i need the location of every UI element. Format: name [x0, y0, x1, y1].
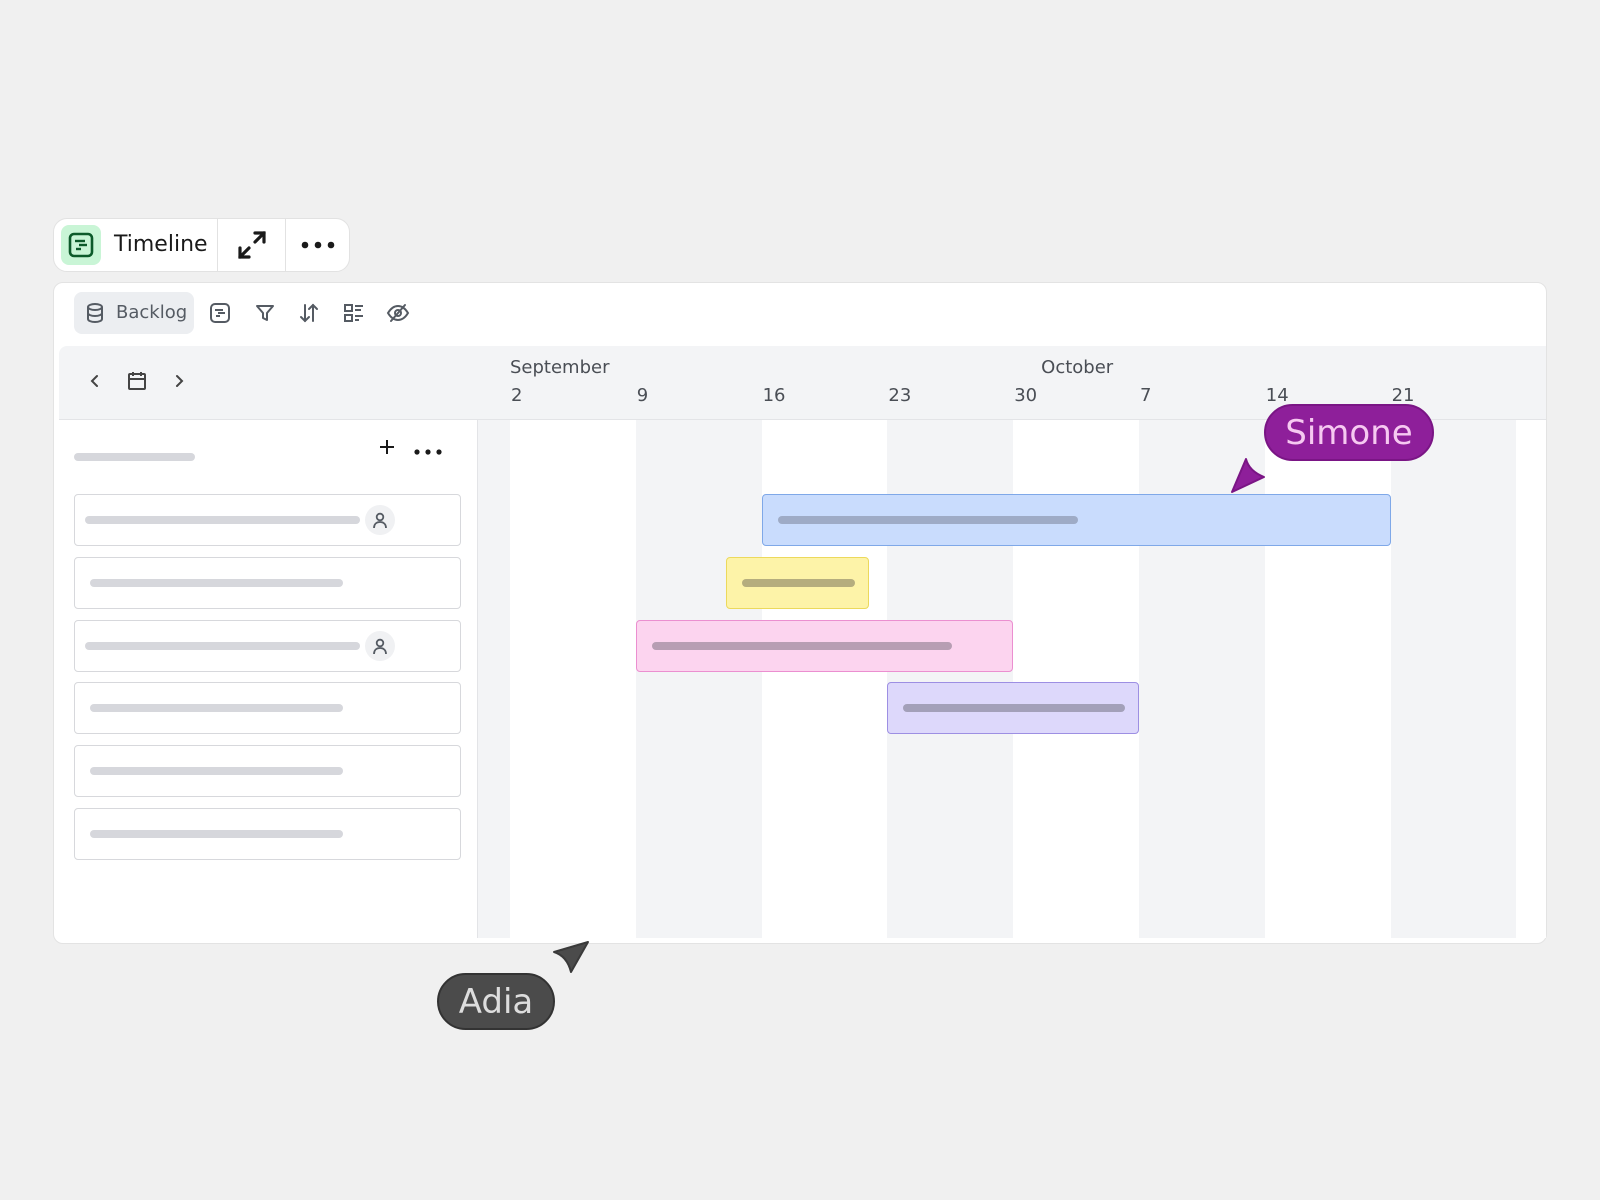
task-title-placeholder [90, 830, 343, 838]
day-label: 7 [1140, 385, 1152, 406]
plus-icon [380, 440, 394, 454]
sort-button[interactable] [295, 299, 323, 327]
view-title[interactable]: Timeline [114, 232, 208, 257]
week-column [1390, 420, 1517, 938]
day-label: 14 [1265, 385, 1289, 406]
week-column [478, 420, 510, 938]
task-title-placeholder [90, 767, 343, 776]
day-label: 23 [888, 385, 912, 406]
day-label: 21 [1391, 385, 1415, 406]
calendar-icon [128, 372, 146, 390]
week-column [635, 420, 763, 938]
database-icon [87, 303, 103, 324]
task-row[interactable] [74, 556, 461, 609]
assignee-avatar[interactable] [365, 505, 395, 535]
group-button[interactable] [340, 299, 368, 327]
more-button[interactable] [290, 225, 346, 265]
day-label: 9 [636, 385, 649, 406]
week-column [1516, 420, 1546, 938]
task-bar[interactable] [635, 619, 1014, 672]
list-more-button[interactable] [413, 442, 443, 455]
hide-fields-button[interactable] [384, 299, 412, 327]
hide-icon [386, 304, 410, 322]
month-label: October [1041, 357, 1114, 378]
month-label: September [510, 357, 610, 378]
user-icon [373, 512, 387, 529]
day-label: 30 [1014, 385, 1038, 406]
task-bar-label-placeholder [903, 704, 1125, 713]
more-horizontal-icon [414, 449, 442, 455]
week-column [510, 420, 637, 938]
expand-icon [238, 231, 266, 259]
collaborator-cursor-label: Simone [1264, 404, 1434, 461]
task-title-placeholder [90, 578, 343, 587]
filter-button[interactable] [251, 299, 279, 327]
task-row[interactable] [74, 745, 461, 798]
backlog-button[interactable]: Backlog [74, 292, 194, 334]
divider [285, 219, 286, 271]
task-bar-label-placeholder [741, 578, 856, 587]
cursor-pointer-icon [553, 941, 589, 973]
collaborator-cursor-label: Adia [437, 973, 555, 1030]
list-title-placeholder [74, 453, 195, 461]
task-title-placeholder [85, 516, 360, 524]
more-horizontal-icon [301, 241, 335, 249]
day-label: 2 [511, 385, 523, 406]
sort-icon [300, 303, 318, 323]
filter-icon [256, 305, 274, 321]
task-bar-label-placeholder [777, 516, 1078, 524]
previous-button[interactable] [84, 370, 106, 392]
divider [217, 219, 218, 271]
cursor-pointer-icon [1231, 458, 1265, 493]
timeline-settings-button[interactable] [206, 299, 234, 327]
user-icon [373, 638, 387, 654]
task-title-placeholder [90, 704, 343, 713]
group-icon [344, 304, 363, 322]
task-bar[interactable] [761, 494, 1391, 546]
task-row[interactable] [74, 808, 461, 860]
next-button[interactable] [168, 370, 190, 392]
task-row[interactable] [74, 682, 461, 735]
chevron-left-icon [90, 375, 98, 387]
chevron-right-icon [176, 375, 184, 387]
task-bar[interactable] [887, 682, 1139, 735]
backlog-label: Backlog [116, 302, 188, 323]
task-row[interactable] [74, 619, 461, 672]
timeline-icon [210, 303, 230, 323]
task-row[interactable] [74, 494, 461, 546]
add-task-button[interactable] [377, 437, 397, 457]
task-bar[interactable] [725, 556, 870, 609]
expand-button[interactable] [224, 225, 280, 265]
assignee-avatar[interactable] [365, 630, 395, 661]
timeline-icon [61, 225, 101, 265]
day-label: 16 [762, 385, 786, 406]
task-bar-label-placeholder [651, 641, 952, 650]
view-tab-bar: Timeline [53, 218, 350, 272]
today-button[interactable] [126, 370, 148, 392]
task-title-placeholder [85, 641, 360, 650]
